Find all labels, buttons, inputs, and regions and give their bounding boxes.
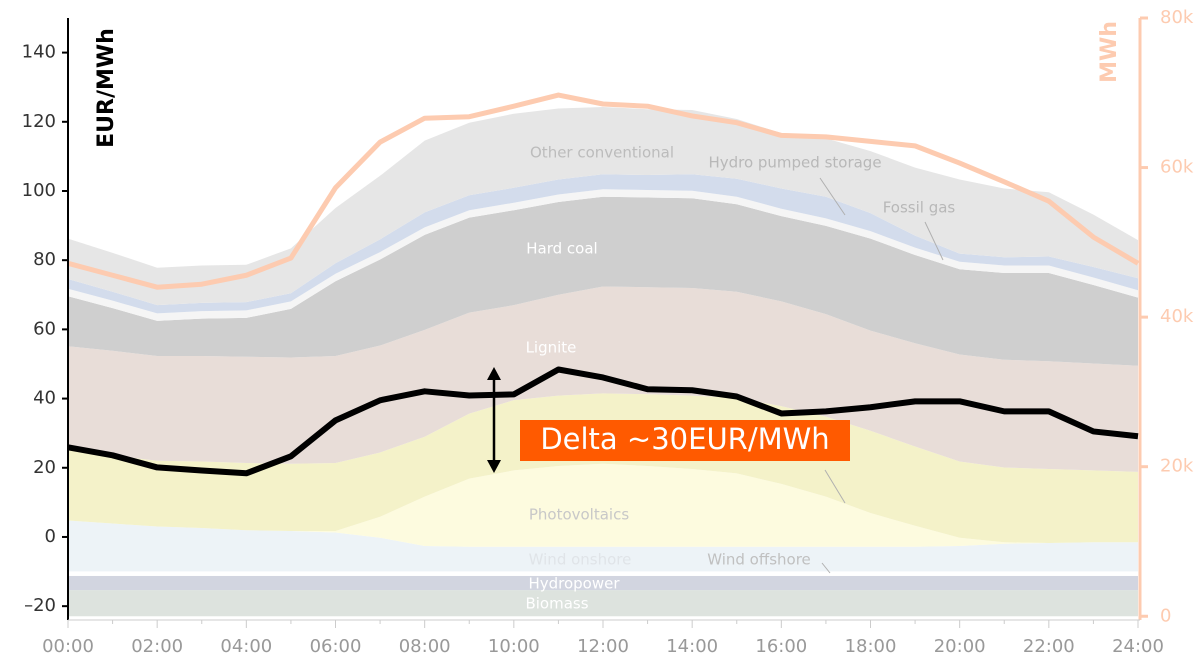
y-tick-label: 20 bbox=[33, 457, 56, 478]
series-label: Fossil gas bbox=[883, 199, 956, 217]
area bbox=[68, 575, 1138, 591]
series-label: Wind offshore bbox=[707, 551, 811, 569]
x-tick-label: 14:00 bbox=[666, 636, 718, 657]
series-label: Biomass bbox=[525, 595, 588, 613]
arrow-head bbox=[487, 460, 501, 473]
area bbox=[68, 106, 1138, 306]
x-tick-label: 22:00 bbox=[1023, 636, 1075, 657]
area bbox=[68, 520, 1138, 572]
area bbox=[68, 196, 1138, 366]
y-tick-label: 80 bbox=[33, 249, 56, 270]
x-tick-label: 20:00 bbox=[934, 636, 986, 657]
series-label: Hydro pumped storage bbox=[708, 154, 881, 172]
x-tick-label: 18:00 bbox=[845, 636, 897, 657]
y-tick-label: –20 bbox=[24, 595, 56, 616]
area bbox=[68, 463, 1138, 547]
x-tick-label: 02:00 bbox=[131, 636, 183, 657]
area bbox=[68, 590, 1138, 617]
x-tick-label: 16:00 bbox=[755, 636, 807, 657]
x-tick-label: 00:00 bbox=[42, 636, 94, 657]
leader-line bbox=[924, 221, 944, 261]
x-tick-label: 12:00 bbox=[577, 636, 629, 657]
y-tick-label: 140 bbox=[22, 42, 56, 63]
y2-tick-label: 40k bbox=[1160, 306, 1194, 327]
x-tick-label: 04:00 bbox=[220, 636, 272, 657]
annotation: Delta ~30EUR/MWh bbox=[540, 422, 829, 456]
annotation-box bbox=[520, 420, 850, 461]
series-label: Other conventional bbox=[530, 144, 674, 162]
series-label: Photovoltaics bbox=[529, 506, 629, 524]
series-label: Wind onshore bbox=[529, 551, 632, 569]
y2-tick-label: 80k bbox=[1160, 7, 1194, 28]
leader-line bbox=[819, 177, 846, 216]
area bbox=[68, 189, 1138, 321]
x-tick-label: 24:00 bbox=[1112, 636, 1164, 657]
y-axis-title: EUR/MWh bbox=[94, 28, 119, 148]
leader-line bbox=[824, 469, 846, 504]
y-tick-label: 0 bbox=[45, 526, 56, 547]
line bbox=[67, 92, 1140, 290]
y2-tick-label: 60k bbox=[1160, 157, 1194, 178]
series-label: Lignite bbox=[526, 339, 577, 357]
x-tick-label: 08:00 bbox=[399, 636, 451, 657]
line bbox=[67, 366, 1139, 477]
y-tick-label: 100 bbox=[22, 180, 56, 201]
area bbox=[68, 571, 1138, 576]
leader-line bbox=[821, 562, 831, 574]
y2-tick-label: 20k bbox=[1160, 456, 1194, 477]
y2-axis-title: MWh bbox=[1097, 21, 1122, 83]
area bbox=[68, 174, 1138, 314]
arrow-head bbox=[487, 367, 501, 380]
y-tick-label: 120 bbox=[22, 111, 56, 132]
x-tick-label: 06:00 bbox=[310, 636, 362, 657]
y-tick-label: 60 bbox=[33, 318, 56, 339]
series-label: Hard coal bbox=[526, 240, 597, 258]
y2-tick-label: 0 bbox=[1160, 605, 1171, 626]
y-tick-label: 40 bbox=[33, 388, 56, 409]
x-tick-label: 10:00 bbox=[488, 636, 540, 657]
series-label: Hydropower bbox=[528, 575, 620, 593]
